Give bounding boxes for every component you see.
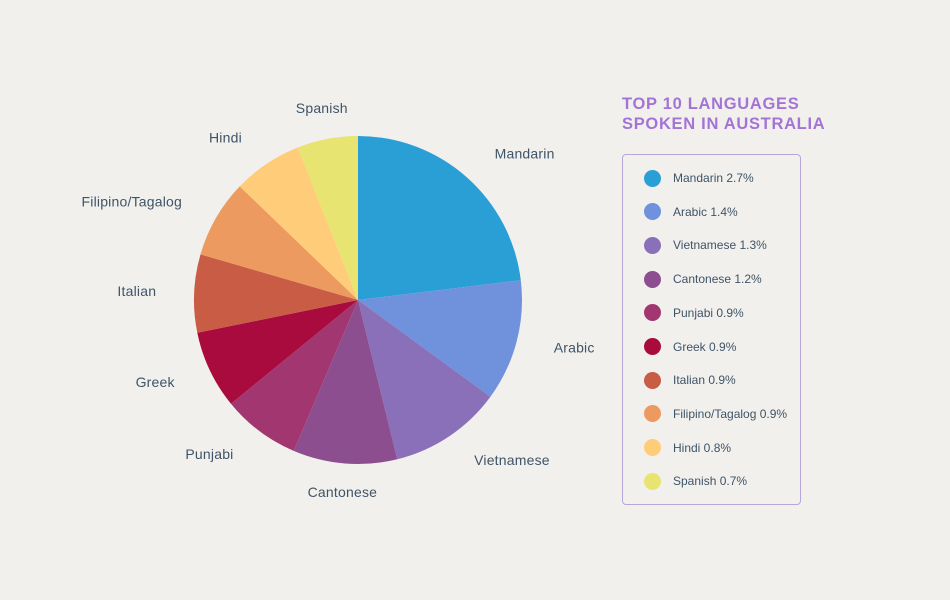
legend-item: Vietnamese 1.3% <box>644 236 767 254</box>
pie-slice-punjabi <box>230 300 358 451</box>
pie-slice-italian <box>193 254 358 333</box>
legend-swatch <box>644 439 661 457</box>
legend-item: Arabic 1.4% <box>644 203 738 221</box>
legend-label: Cantonese 1.2% <box>673 272 762 287</box>
pie-slice-greek <box>197 300 358 404</box>
legend-swatch <box>644 405 661 423</box>
legend-swatch <box>644 169 661 187</box>
pie-slice-vietnamese <box>358 300 491 460</box>
slice-label-vietnamese: Vietnamese <box>474 452 550 468</box>
chart-title-line-2: SPOKEN IN AUSTRALIA <box>622 115 826 133</box>
legend-swatch <box>644 304 661 322</box>
slice-label-greek: Greek <box>136 374 176 390</box>
legend-label: Mandarin 2.7% <box>673 171 754 185</box>
legend-swatch <box>644 270 661 288</box>
legend-item: Filipino/Tagalog 0.9% <box>644 405 787 423</box>
pie-slice-hindi <box>239 147 358 300</box>
legend-label: Punjabi 0.9% <box>673 305 744 320</box>
legend-label: Greek 0.9% <box>673 339 737 354</box>
legend-swatch <box>644 203 661 221</box>
legend-item: Spanish 0.7% <box>644 472 747 490</box>
chart-title-line-1: TOP 10 LANGUAGES <box>622 95 800 113</box>
legend-label: Arabic 1.4% <box>673 204 738 219</box>
pie-slice-arabic <box>358 280 522 397</box>
pie-slice-cantonese <box>293 300 398 464</box>
legend-item: Punjabi 0.9% <box>644 304 744 322</box>
legend-swatch <box>644 472 661 490</box>
slice-label-filipino-tagalog: Filipino/Tagalog <box>82 194 182 210</box>
slice-label-mandarin: Mandarin <box>495 146 555 162</box>
legend-item: Hindi 0.8% <box>644 439 731 457</box>
slice-label-punjabi: Punjabi <box>185 446 233 462</box>
legend-item: Italian 0.9% <box>644 371 736 389</box>
legend-swatch <box>644 371 661 389</box>
legend-item: Mandarin 2.7% <box>644 169 754 187</box>
slice-label-spanish: Spanish <box>296 100 348 116</box>
pie-slice-spanish <box>297 136 358 300</box>
pie-slice-filipino-tagalog <box>200 186 358 300</box>
legend-label: Spanish 0.7% <box>673 474 748 489</box>
legend-swatch <box>644 236 661 254</box>
legend-swatch <box>644 338 661 355</box>
chart-title: TOP 10 LANGUAGES SPOKEN IN AUSTRALIA <box>622 94 882 134</box>
slice-label-arabic: Arabic <box>554 340 595 356</box>
slice-label-hindi: Hindi <box>209 130 242 146</box>
legend-item: Greek 0.9% <box>644 338 736 356</box>
slice-label-cantonese: Cantonese <box>308 484 378 500</box>
legend-item: Cantonese 1.2% <box>644 270 762 288</box>
slice-label-italian: Italian <box>117 283 156 299</box>
legend-label: Italian 0.9% <box>673 373 736 388</box>
legend-label: Vietnamese 1.3% <box>673 238 767 253</box>
legend: Mandarin 2.7% Arabic 1.4% Vietnamese 1.3% C… <box>622 154 801 505</box>
pie-slice-mandarin <box>358 136 521 300</box>
legend-label: Hindi 0.8% <box>673 440 732 455</box>
legend-label: Filipino/Tagalog 0.9% <box>673 406 788 421</box>
